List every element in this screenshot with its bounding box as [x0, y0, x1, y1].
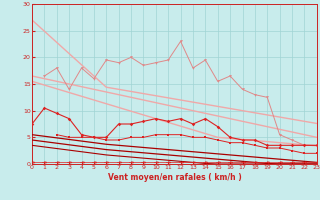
X-axis label: Vent moyen/en rafales ( km/h ): Vent moyen/en rafales ( km/h ) — [108, 173, 241, 182]
